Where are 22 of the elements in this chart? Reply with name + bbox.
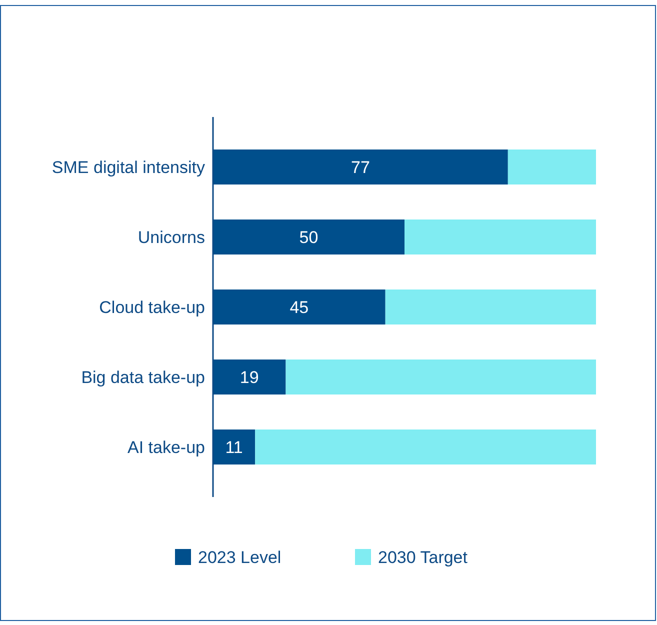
bar — [213, 150, 508, 184]
bar — [213, 430, 256, 464]
y-tick-label: Unicorns — [138, 228, 205, 247]
data-label: 50 — [299, 228, 318, 247]
bar — [213, 360, 286, 394]
data-label: 11 — [225, 438, 243, 457]
y-tick-label: AI take-up — [128, 438, 205, 457]
y-tick-label: SME digital intensity — [52, 158, 206, 177]
bar — [286, 360, 596, 394]
bar — [385, 290, 596, 324]
data-label: 45 — [290, 298, 309, 317]
bar — [255, 430, 596, 464]
bar — [213, 220, 404, 254]
legend-label: 2030 Target — [378, 548, 468, 567]
data-label: 19 — [240, 368, 259, 387]
y-tick-label: Big data take-up — [81, 368, 205, 387]
y-tick-label: Cloud take-up — [99, 298, 205, 317]
bar — [213, 290, 386, 324]
legend-label: 2023 Level — [198, 548, 282, 567]
bar — [404, 220, 596, 254]
data-label: 77 — [350, 158, 370, 177]
bar — [508, 150, 596, 184]
